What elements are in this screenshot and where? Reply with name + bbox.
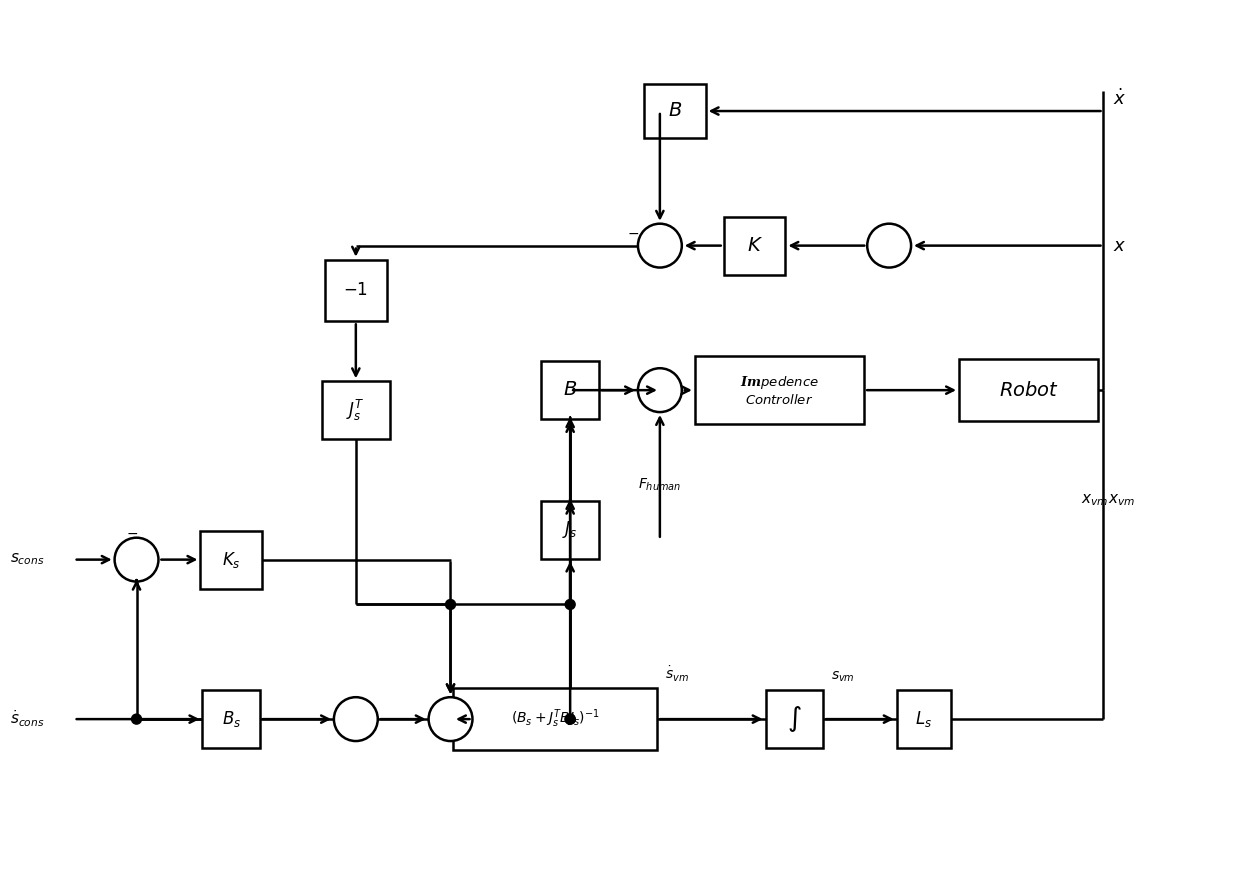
Text: $Robot$: $Robot$ [998, 381, 1059, 400]
Bar [541, 501, 599, 559]
Bar [724, 216, 785, 275]
Text: $-$: $-$ [627, 225, 639, 239]
Text: $\dot{s}_{cons}$: $\dot{s}_{cons}$ [10, 708, 45, 730]
Text: $s_{cons}$: $s_{cons}$ [10, 552, 45, 568]
Text: $B_s$: $B_s$ [222, 709, 241, 730]
Bar [453, 688, 657, 750]
Bar [322, 381, 389, 439]
Bar [644, 84, 706, 138]
Circle shape [637, 368, 682, 412]
Text: $s_{vm}$: $s_{vm}$ [831, 670, 856, 685]
Bar [694, 356, 864, 424]
Text: $F_{human}$: $F_{human}$ [639, 476, 682, 493]
Circle shape [131, 715, 141, 724]
Bar [541, 362, 599, 419]
Text: $x$: $x$ [1114, 237, 1127, 254]
Bar [765, 690, 823, 748]
Circle shape [565, 715, 575, 724]
Circle shape [445, 599, 455, 610]
Bar [325, 260, 387, 321]
Circle shape [114, 538, 159, 582]
Circle shape [429, 697, 472, 741]
Text: $\dot{s}_{vm}$: $\dot{s}_{vm}$ [666, 665, 689, 685]
Text: $-1$: $-1$ [343, 282, 368, 299]
Text: $L_s$: $L_s$ [915, 709, 932, 730]
Circle shape [565, 715, 575, 724]
Text: $B$: $B$ [563, 381, 578, 400]
Bar [201, 531, 262, 589]
Text: Im$pedence$
$Controller$: Im$pedence$ $Controller$ [740, 373, 818, 407]
Text: $x_{vm}$: $x_{vm}$ [1080, 492, 1107, 508]
Circle shape [637, 224, 682, 268]
Bar [202, 690, 260, 748]
Text: $J_s^T$: $J_s^T$ [346, 398, 366, 422]
Text: $(B_s+J_s^TBJ_s)^{-1}$: $(B_s+J_s^TBJ_s)^{-1}$ [511, 708, 600, 730]
Text: $\dot{x}$: $\dot{x}$ [1114, 89, 1127, 109]
Circle shape [334, 697, 378, 741]
Circle shape [867, 224, 911, 268]
Text: $K$: $K$ [746, 237, 763, 254]
Text: $x_{vm}$: $x_{vm}$ [1109, 492, 1136, 508]
Bar [959, 359, 1099, 421]
Text: $K_s$: $K_s$ [222, 550, 241, 569]
Text: $J_s$: $J_s$ [563, 519, 578, 540]
Text: $B$: $B$ [667, 102, 682, 120]
Circle shape [565, 599, 575, 610]
Text: $\int$: $\int$ [787, 704, 802, 734]
Bar [897, 690, 951, 748]
Text: $-$: $-$ [126, 525, 139, 539]
